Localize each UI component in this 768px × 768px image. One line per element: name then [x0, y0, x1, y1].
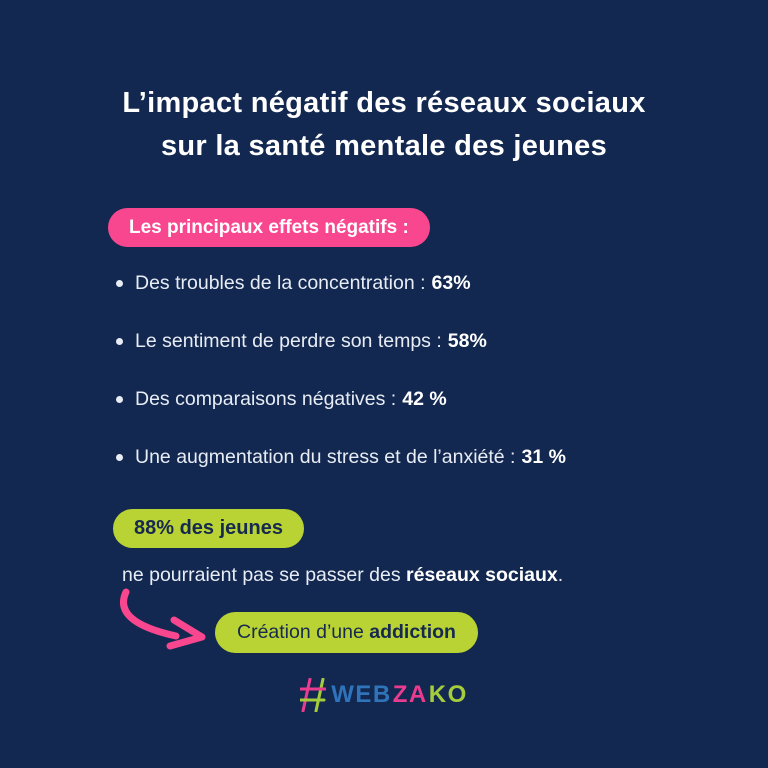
- brand-segment-web: WEB: [331, 681, 392, 708]
- list-item: Des comparaisons négatives :42 %: [116, 388, 566, 446]
- list-item-text: Une augmentation du stress et de l’anxié…: [135, 446, 566, 468]
- title-line-2: sur la santé mentale des jeunes: [160, 130, 608, 162]
- stat-text: ne pourraient pas se passer des réseaux …: [122, 564, 564, 586]
- stat-value: 63%: [431, 272, 471, 294]
- stat-value: 42 %: [402, 388, 447, 410]
- arrow-head: [166, 616, 206, 650]
- list-item: Des troubles de la concentration :63%: [116, 272, 566, 330]
- list-item-text: Le sentiment de perdre son temps :58%: [135, 330, 487, 352]
- stat-text-bold: réseaux sociaux: [406, 564, 558, 586]
- bullet-icon: [116, 396, 123, 403]
- curved-arrow-icon: [120, 588, 206, 650]
- title-line-1: L’impact négatif des réseaux sociaux: [122, 87, 646, 119]
- arrow-shaft: [120, 588, 180, 640]
- conclusion-bold: addiction: [369, 621, 456, 643]
- page-title: L’impact négatif des réseaux sociaux sur…: [0, 82, 768, 168]
- bullet-icon: [116, 280, 123, 287]
- brand-segment-ko: KO: [428, 681, 468, 708]
- hashtag-icon: [300, 678, 327, 712]
- bullet-icon: [116, 454, 123, 461]
- stat-value: 58%: [447, 330, 487, 352]
- brand-segment-za: ZA: [392, 681, 428, 708]
- list-item: Le sentiment de perdre son temps :58%: [116, 330, 566, 388]
- bullet-icon: [116, 338, 123, 345]
- list-item-text: Des troubles de la concentration :63%: [135, 272, 471, 294]
- stat-badge: 88% des jeunes: [113, 509, 304, 548]
- list-item-text: Des comparaisons négatives :42 %: [135, 388, 447, 410]
- effects-list: Des troubles de la concentration :63% Le…: [116, 272, 566, 504]
- conclusion-pill: Création d’une addiction: [215, 612, 478, 653]
- brand-logo: WEB ZA KO: [0, 676, 768, 714]
- stat-value: 31 %: [521, 446, 566, 468]
- effects-header-badge: Les principaux effets négatifs :: [108, 208, 430, 247]
- list-item: Une augmentation du stress et de l’anxié…: [116, 446, 566, 504]
